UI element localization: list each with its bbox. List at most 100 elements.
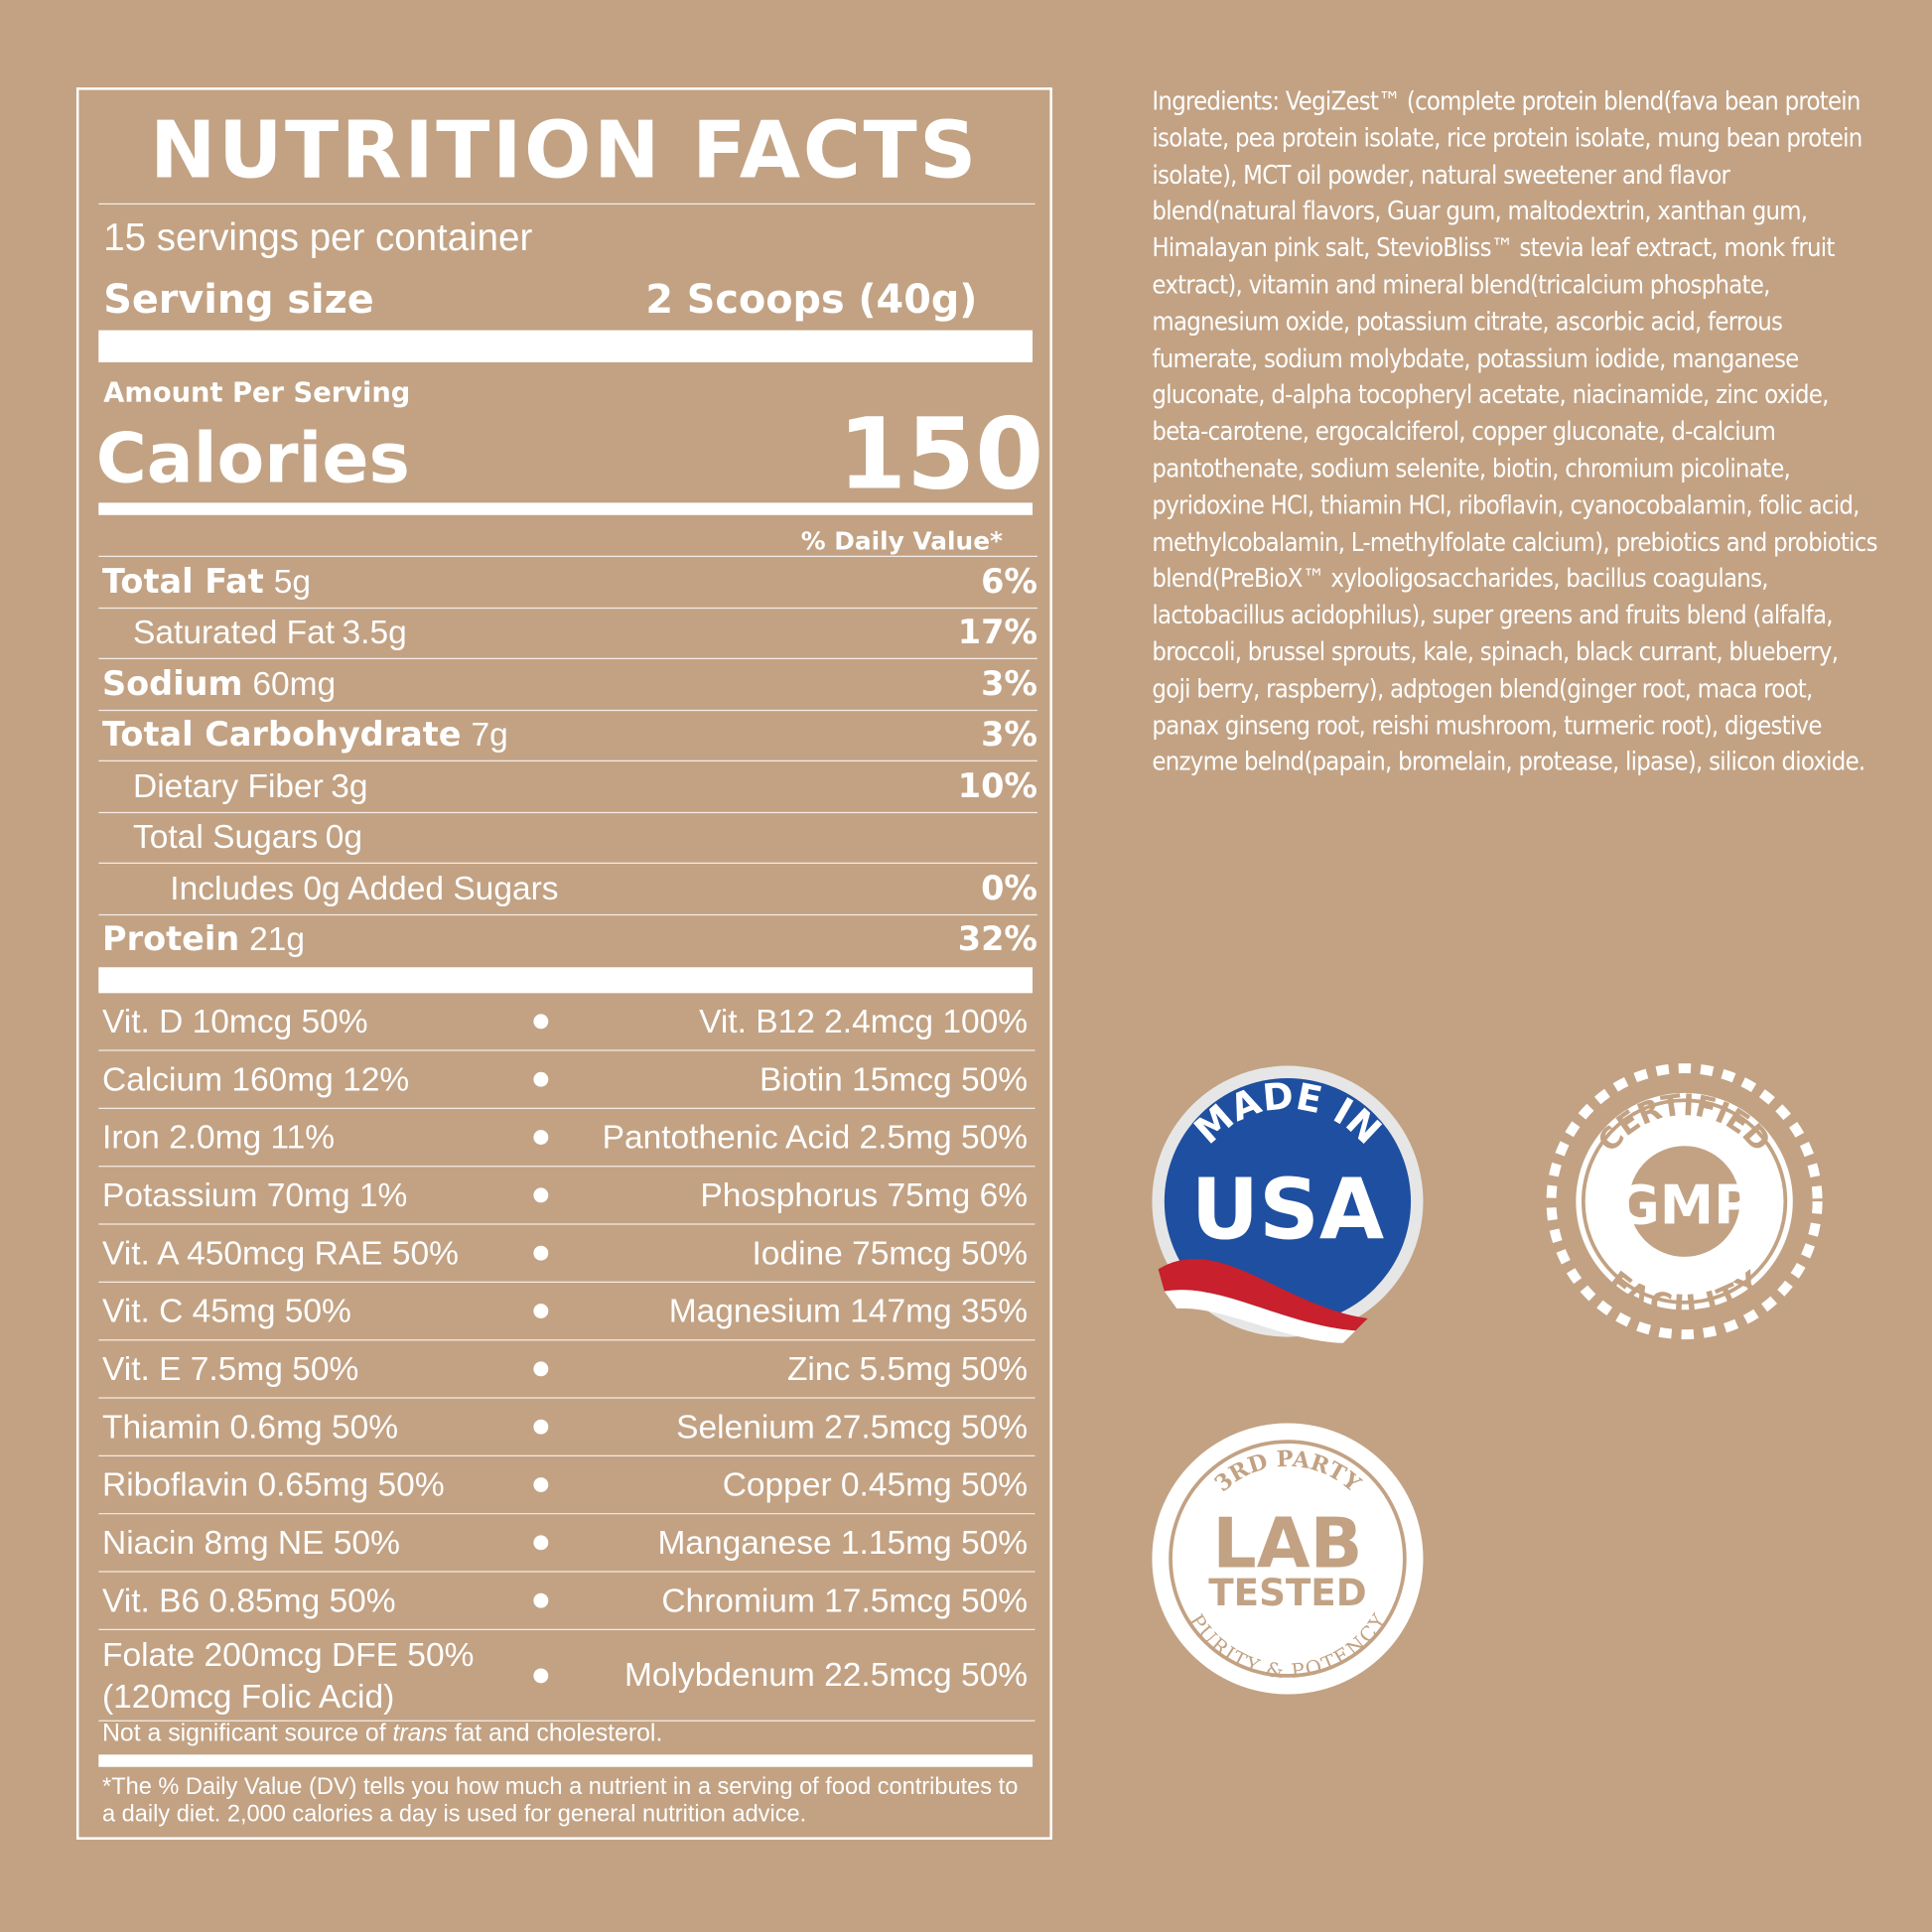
usa-main: USA: [1191, 1161, 1385, 1258]
bullet: [533, 1667, 549, 1683]
vitamin-left-line: Vit. B6 0.85mg 50%: [102, 1582, 396, 1619]
amount-per-serving: Amount Per Serving: [103, 378, 411, 410]
nutrient-name: Saturated Fat: [133, 614, 336, 651]
dv-header: % Daily Value*: [800, 525, 1004, 556]
vitamin-left-line: Thiamin 0.6mg 50%: [102, 1408, 399, 1446]
gmp-main: GMP: [1615, 1173, 1753, 1236]
nutrient-name: Includes 0g Added Sugars: [170, 869, 559, 907]
vitamin-left: Calcium 160mg 12%: [98, 1058, 508, 1100]
vitamin-left-line: Vit. E 7.5mg 50%: [102, 1350, 359, 1388]
vitamin-right: Molybdenum 22.5mcg 50%: [624, 1656, 1029, 1694]
serving-size-label: Serving size: [103, 276, 374, 324]
vitamin-right: Manganese 1.15mg 50%: [657, 1523, 1029, 1561]
nutrient-dv: 3%: [981, 716, 1038, 755]
nutrient-name: Sodium: [102, 664, 243, 704]
nutrient-dv: 6%: [981, 562, 1038, 602]
calories-label: Calories: [95, 418, 410, 499]
ingredients: Ingredients: VegiZest™ (complete protein…: [1152, 85, 1877, 777]
vitamin-left-line: Vit. D 10mcg 50%: [102, 1003, 368, 1040]
vitamin-left: Vit. E 7.5mg 50%: [98, 1348, 508, 1390]
vitamin-left-line: (120mcg Folic Acid): [102, 1677, 395, 1715]
vitamin-row: Riboflavin 0.65mg 50% Copper 0.45mg 50%: [98, 1456, 1035, 1515]
bullet: [533, 1071, 549, 1087]
vitamin-left-line: Vit. C 45mg 50%: [102, 1292, 351, 1330]
nutrient-row: Dietary Fiber 3g 10%: [98, 759, 1038, 811]
bullet: [533, 1592, 549, 1608]
nutrient-row: Sodium 60mg 3%: [98, 657, 1038, 709]
thick-bar: [98, 967, 1034, 994]
vitamin-left-line: Niacin 8mg NE 50%: [102, 1524, 400, 1562]
vitamin-row: Vit. A 450mcg RAE 50% Iodine 75mcg 50%: [98, 1225, 1035, 1283]
nutrient-amount: 0g: [325, 818, 363, 856]
nutrient-row: Total Sugars 0g: [98, 811, 1038, 862]
nutrient-row: Includes 0g Added Sugars 0%: [98, 862, 1038, 913]
medium-bar: [98, 1754, 1034, 1767]
usa-badge: MADE IN USA: [1152, 1065, 1424, 1343]
lab-main: LAB: [1212, 1504, 1362, 1585]
bullet: [533, 1361, 549, 1377]
nutrient-amount: 3g: [331, 766, 368, 804]
nutrient-amount: 21g: [249, 920, 306, 958]
nutrient-row: Protein 21g 32%: [98, 913, 1038, 964]
nutrient-row: Saturated Fat 3.5g 17%: [98, 607, 1038, 657]
bullet: [533, 1419, 549, 1435]
vitamin-left-line: Folate 200mcg DFE 50%: [102, 1635, 475, 1673]
calories-value: 150: [837, 396, 1044, 512]
vitamin-right: Phosphorus 75mg 6%: [700, 1175, 1029, 1213]
vitamin-left: Niacin 8mg NE 50%: [98, 1522, 508, 1564]
dv-note: *The % Daily Value (DV) tells you how mu…: [102, 1774, 1019, 1828]
nutrient-amount: 7g: [471, 716, 508, 754]
nutrient-name: Dietary Fiber: [133, 766, 324, 804]
vitamin-right: Zinc 5.5mg 50%: [786, 1349, 1029, 1387]
thick-bar: [98, 330, 1034, 362]
vitamin-row: Thiamin 0.6mg 50% Selenium 27.5mcg 50%: [98, 1399, 1035, 1456]
nutrient-dv: 32%: [957, 920, 1038, 959]
vitamin-row: Iron 2.0mg 11% Pantothenic Acid 2.5mg 50%: [98, 1109, 1035, 1168]
vitamin-left: Vit. B6 0.85mg 50%: [98, 1580, 508, 1621]
nutrient-amount: 3.5g: [342, 614, 407, 651]
vitamin-right: Biotin 15mcg 50%: [759, 1059, 1029, 1098]
nutrient-name: Total Sugars: [133, 818, 319, 856]
serving-size-value: 2 Scoops (40g): [645, 276, 978, 324]
nutrient-amount: 60mg: [252, 664, 337, 702]
vitamin-left: Folate 200mcg DFE 50% (120mcg Folic Acid): [98, 1633, 508, 1717]
vitamin-left: Vit. D 10mcg 50%: [98, 1001, 508, 1042]
footnote-text: Not a significant source of: [102, 1720, 393, 1747]
label-title: NUTRITION FACTS: [150, 105, 979, 198]
vitamin-left: Vit. A 450mcg RAE 50%: [98, 1232, 508, 1274]
nutrient-dv: 17%: [957, 614, 1038, 652]
nutrient-name: Protein: [102, 920, 240, 959]
medium-bar: [98, 502, 1034, 515]
vitamin-left-line: Iron 2.0mg 11%: [102, 1118, 336, 1157]
bullet: [533, 1304, 549, 1318]
lab-badge: 3RD PARTY LAB TESTED PURITY & POTENCY: [1152, 1423, 1424, 1695]
nutrition-panel: [75, 87, 1052, 1840]
servings: 15 servings per container: [103, 215, 533, 259]
vitamin-left-line: Vit. A 450mcg RAE 50%: [102, 1234, 459, 1272]
bullet: [533, 1477, 549, 1492]
vitamin-row: Niacin 8mg NE 50% Manganese 1.15mg 50%: [98, 1514, 1035, 1573]
vitamin-right: Iodine 75mcg 50%: [752, 1233, 1029, 1272]
vitamin-row: Vit. C 45mg 50% Magnesium 147mg 35%: [98, 1283, 1035, 1341]
nutrient-name: Total Fat: [102, 562, 264, 602]
bullet: [533, 1535, 549, 1551]
footnote-text: fat and cholesterol.: [447, 1720, 663, 1747]
vitamin-right: Pantothenic Acid 2.5mg 50%: [602, 1118, 1029, 1156]
vitamin-right: Vit. B12 2.4mcg 100%: [699, 1002, 1029, 1039]
vitamin-right: Magnesium 147mg 35%: [668, 1292, 1029, 1329]
vitamin-right: Copper 0.45mg 50%: [722, 1465, 1029, 1503]
footnote-italic: trans: [392, 1720, 448, 1747]
vitamin-right: Selenium 27.5mcg 50%: [676, 1407, 1029, 1446]
nutrient-dv: 0%: [981, 869, 1038, 908]
vitamin-row: Vit. B6 0.85mg 50% Chromium 17.5mcg 50%: [98, 1573, 1035, 1630]
bullet: [533, 1245, 549, 1261]
vitamin-left: Potassium 70mg 1%: [98, 1174, 508, 1216]
lab-main: TESTED: [1208, 1571, 1366, 1614]
footnote: Not a significant source of trans fat an…: [102, 1721, 662, 1749]
nutrient-amount: 5g: [273, 562, 312, 600]
vitamin-right: Chromium 17.5mcg 50%: [661, 1581, 1029, 1619]
